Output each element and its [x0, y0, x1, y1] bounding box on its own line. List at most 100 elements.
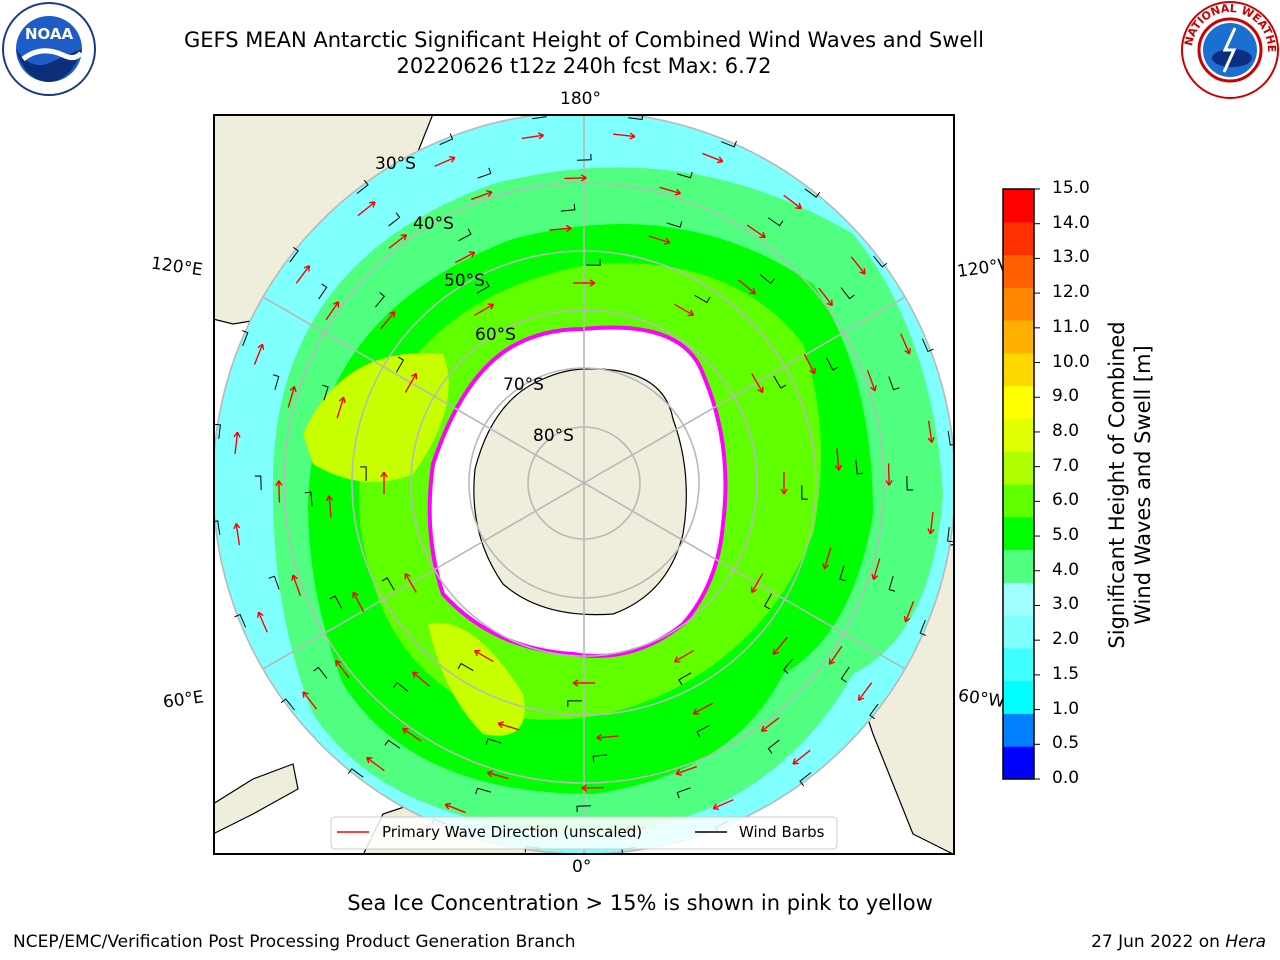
lon-label-0: 0°: [572, 857, 592, 877]
wave-arrow: [302, 691, 318, 710]
wind-barb: [906, 475, 914, 491]
colorbar-tick-label: 4.0: [1052, 559, 1080, 580]
colorbar-band: [1003, 352, 1034, 387]
wave-arrow: [380, 311, 396, 330]
colorbar-tick-label: 0.5: [1052, 733, 1080, 754]
colorbar-band: [1003, 484, 1034, 518]
wind-barb: [254, 475, 262, 491]
colorbar-band: [1003, 385, 1034, 419]
wave-arrow: [737, 279, 756, 295]
wind-barb: [825, 357, 839, 371]
wind-barb: [921, 338, 934, 353]
wind-barb: [888, 376, 900, 391]
wave-arrow: [497, 721, 520, 731]
wave-arrow: [325, 301, 340, 321]
wave-arrow: [885, 463, 893, 486]
wave-arrow: [783, 194, 802, 210]
lat-label-60: 60°S: [475, 325, 516, 345]
colorbar-tick-label: 11.0: [1052, 316, 1090, 337]
wave-arrow: [404, 372, 418, 393]
wind-barb: [485, 738, 502, 745]
wind-barb: [395, 356, 405, 373]
wind-barb: [576, 153, 592, 161]
wind-barb: [289, 246, 299, 263]
colorbar-band: [1003, 189, 1034, 223]
wind-barb: [576, 805, 592, 813]
colorbar-tick-label: 3.0: [1052, 594, 1080, 615]
wave-arrow: [366, 756, 385, 772]
wave-arrow: [828, 645, 843, 665]
wind-barb: [873, 255, 888, 268]
wind-barb: [268, 575, 280, 590]
wind-barb: [381, 577, 395, 591]
wave-arrow: [659, 186, 682, 196]
wind-barb: [586, 259, 601, 266]
wind-barb: [799, 772, 812, 787]
wave-arrow: [257, 611, 268, 633]
wave-arrow: [792, 749, 811, 765]
wind-barb: [782, 658, 793, 674]
svg-text:NOAA: NOAA: [25, 25, 74, 43]
wind-barb: [676, 787, 691, 799]
colorbar-tick-label: 12.0: [1052, 282, 1090, 303]
wave-arrow: [573, 279, 596, 287]
wave-arrow: [822, 547, 832, 570]
wave-arrow: [751, 373, 764, 394]
wave-arrow: [473, 649, 494, 663]
wind-barb: [347, 768, 364, 778]
colorbar-tick-label: 2.0: [1052, 629, 1080, 650]
wave-arrow: [903, 601, 915, 623]
colorbar-band: [1003, 287, 1034, 321]
wind-barb: [272, 374, 280, 391]
wave-arrow: [352, 591, 365, 613]
lon-label-60e: 60°E: [161, 687, 206, 713]
wave-arrow: [295, 265, 311, 284]
colorbar-band: [1003, 680, 1034, 714]
wave-arrow: [818, 287, 833, 307]
wave-arrow: [692, 702, 714, 715]
colorbar-band: [1003, 713, 1034, 747]
wind-barb: [280, 698, 295, 711]
wind-barb: [234, 613, 247, 628]
wave-arrow: [596, 733, 619, 742]
wave-arrow: [712, 799, 734, 810]
colorbar-tick-label: 1.0: [1052, 698, 1080, 719]
colorbar-band: [1003, 746, 1034, 780]
colorbar: [1002, 188, 1040, 780]
wind-barb: [567, 700, 582, 707]
wave-arrow: [287, 385, 297, 408]
wave-arrow: [325, 495, 334, 518]
wave-arrow: [750, 573, 764, 594]
wave-arrow: [927, 512, 935, 535]
wind-barb: [360, 466, 367, 481]
wave-arrow: [871, 558, 881, 581]
wave-arrow: [454, 251, 476, 264]
run-date: 27 Jun 2022 on Hera: [1091, 932, 1266, 952]
wave-arrow: [581, 784, 604, 792]
colorbar-band: [1003, 320, 1034, 354]
wind-barb: [840, 287, 855, 300]
wave-arrow: [780, 472, 788, 495]
wave-arrow: [486, 770, 509, 780]
wind-barb: [532, 114, 547, 120]
lat-label-70: 70°S: [503, 375, 544, 395]
map-title: GEFS MEAN Antarctic Significant Height o…: [183, 28, 985, 52]
lon-label-180: 180°: [560, 89, 601, 109]
colorbar-band: [1003, 516, 1034, 551]
legend: Primary Wave Direction (unscaled) Wind B…: [330, 816, 838, 850]
wave-arrow: [613, 132, 636, 140]
lon-label-60w: 60°W: [956, 685, 1007, 713]
colorbar-tick-label: 1.5: [1052, 663, 1080, 684]
wind-barb: [393, 681, 409, 692]
wind-barb: [560, 203, 576, 212]
wave-arrow: [380, 471, 388, 494]
wind-barb: [694, 294, 711, 304]
wind-barb: [676, 171, 693, 179]
colorbar-tick-label: 5.0: [1052, 525, 1080, 546]
wind-barb: [318, 283, 328, 300]
wave-arrow: [521, 132, 544, 140]
wave-arrow: [474, 303, 495, 316]
colorbar-title: Significant Height of Combined Wind Wave…: [1105, 321, 1155, 649]
wave-arrow: [404, 572, 417, 593]
colorbar-tick-label: 8.0: [1052, 420, 1080, 441]
